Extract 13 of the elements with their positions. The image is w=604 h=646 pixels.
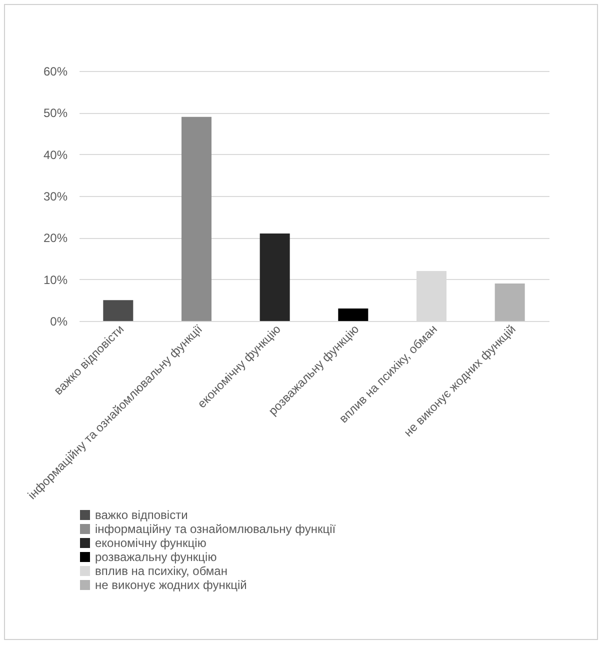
legend-label: вплив на психіку, обман [95,564,228,578]
legend-label: інформаційну та ознайомлювальну функції [95,522,336,536]
legend-label: розважальну функцію [95,550,217,564]
y-tick-label: 0% [50,314,68,328]
legend-label: важко відповісти [95,508,188,522]
y-tick-label: 10% [43,272,68,287]
legend-label: не виконує жодних функцій [95,578,247,592]
y-tick-label: 30% [43,190,68,204]
legend-label: економічну функцію [95,536,206,550]
y-tick-label: 50% [43,106,68,120]
y-tick-label: 40% [43,148,68,162]
y-tick-label: 20% [43,231,68,246]
y-tick-label: 60% [43,64,68,78]
